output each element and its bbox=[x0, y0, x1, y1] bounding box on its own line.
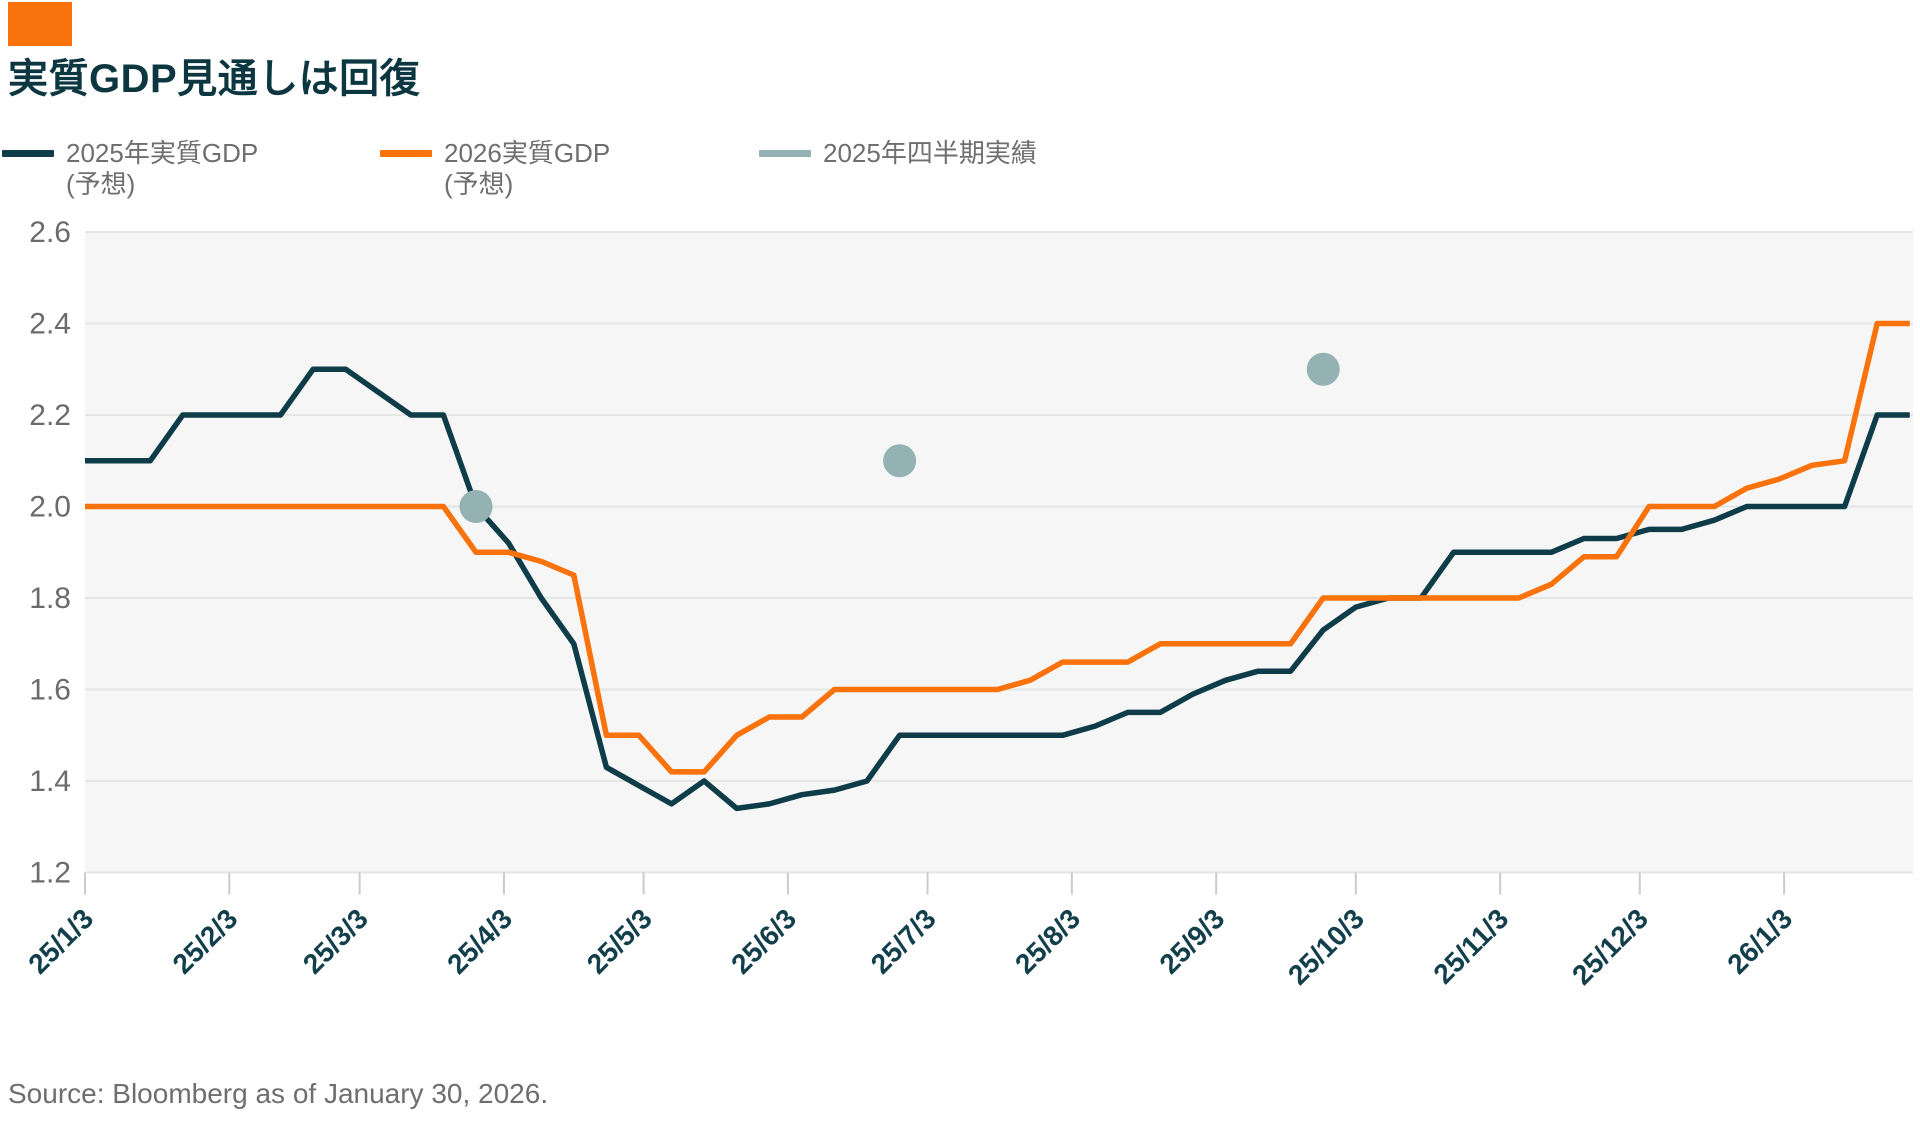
chart-legend: 2025年実質GDP (予想) 2026実質GDP (予想) 2025年四半期実績 bbox=[0, 138, 1920, 208]
legend-label-1: 2026実質GDP (予想) bbox=[444, 138, 611, 199]
y-tick-label-2.4: 2.4 bbox=[29, 308, 71, 341]
legend-line-swatch-1 bbox=[380, 150, 432, 157]
brand-accent-block bbox=[8, 2, 72, 46]
legend-label-2: 2025年四半期実績 bbox=[823, 138, 1037, 168]
x-tick-label-25/5/3: 25/5/3 bbox=[581, 903, 658, 980]
gridlines bbox=[85, 231, 1913, 874]
y-tick-label-1.4: 1.4 bbox=[29, 765, 71, 798]
chart-title: 実質GDP見通しは回復 bbox=[8, 57, 421, 101]
x-axis-ticks bbox=[84, 872, 1786, 895]
x-tick-label-25/2/3: 25/2/3 bbox=[167, 903, 244, 980]
x-tick-label-25/7/3: 25/7/3 bbox=[865, 903, 942, 980]
actual-dot-q1 bbox=[459, 490, 493, 523]
x-tick-label-25/12/3: 25/12/3 bbox=[1566, 903, 1654, 991]
x-tick-label-25/3/3: 25/3/3 bbox=[297, 903, 374, 980]
plot-area bbox=[85, 232, 1913, 873]
y-tick-label-1.6: 1.6 bbox=[29, 674, 71, 707]
legend-item-0[interactable]: 2025年実質GDP (予想) bbox=[2, 138, 258, 200]
x-tick-label-25/8/3: 25/8/3 bbox=[1009, 903, 1086, 980]
x-tick-label-25/9/3: 25/9/3 bbox=[1153, 903, 1230, 980]
y-tick-label-2.0: 2.0 bbox=[29, 491, 71, 524]
quarterly-actual-dots bbox=[459, 352, 1340, 523]
x-tick-label-25/6/3: 25/6/3 bbox=[725, 903, 802, 980]
legend-line-swatch-2 bbox=[759, 150, 811, 157]
x-tick-label-25/11/3: 25/11/3 bbox=[1427, 903, 1514, 990]
y-tick-label-1.8: 1.8 bbox=[29, 582, 71, 615]
actual-dot-q2 bbox=[883, 444, 917, 478]
x-tick-label-25/1/3: 25/1/3 bbox=[22, 903, 99, 980]
x-tick-label-26/1/3: 26/1/3 bbox=[1721, 903, 1798, 980]
y-axis-labels: 2.6 2.4 2.2 2.0 1.8 1.6 1.4 1.2 bbox=[29, 216, 71, 890]
source-attribution: Source: Bloomberg as of January 30, 2026… bbox=[8, 1078, 549, 1109]
legend-line-swatch-0 bbox=[2, 150, 54, 157]
y-tick-label-2.6: 2.6 bbox=[29, 216, 71, 249]
legend-label-0: 2025年実質GDP (予想) bbox=[66, 138, 259, 199]
gdp-line-chart: 2.6 2.4 2.2 2.0 1.8 1.6 1.4 1.2 25/1/3 25/2/3 25/3… bbox=[22, 216, 1913, 991]
actual-dot-q3 bbox=[1306, 352, 1340, 386]
series-line-2025-forecast bbox=[85, 366, 1910, 812]
series-line-2026-forecast bbox=[85, 320, 1910, 775]
legend-item-1[interactable]: 2026実質GDP (予想) bbox=[380, 138, 610, 200]
x-tick-label-25/10/3: 25/10/3 bbox=[1282, 903, 1370, 991]
legend-item-2[interactable]: 2025年四半期実績 bbox=[759, 138, 1037, 169]
y-tick-label-1.2: 1.2 bbox=[29, 857, 71, 890]
x-axis-labels: 25/1/3 25/2/3 25/3/3 25/4/3 25/5/3 25/6/3 25/7… bbox=[22, 903, 1798, 991]
y-tick-label-2.2: 2.2 bbox=[29, 399, 71, 432]
x-tick-label-25/4/3: 25/4/3 bbox=[441, 903, 518, 980]
